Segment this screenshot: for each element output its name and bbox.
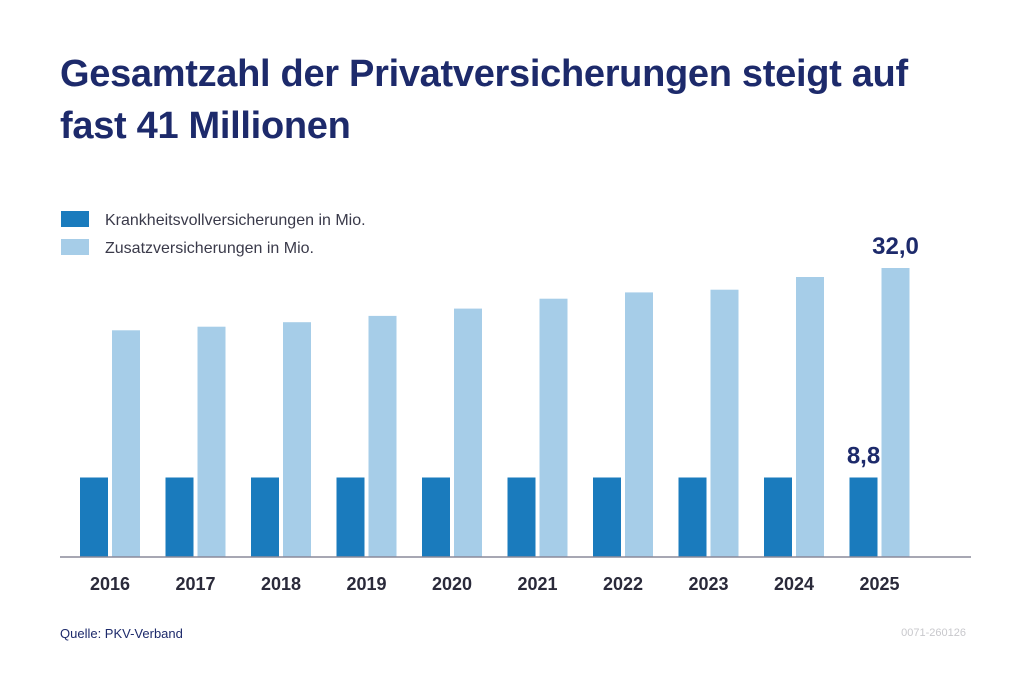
x-tick-labels: 2016 2017 2018 2019 2020 2021 2022 2023 2024 2025 bbox=[90, 574, 900, 594]
bar-supplementary-2025 bbox=[881, 268, 910, 557]
x-tick-2022: 2022 bbox=[603, 574, 643, 594]
bar-full-2018 bbox=[251, 477, 279, 557]
bar-full-2020 bbox=[422, 477, 450, 557]
legend: Krankheitsvollversicherungen in Mio. Zus… bbox=[61, 211, 366, 257]
source-note: Quelle: PKV-Verband bbox=[60, 626, 183, 641]
legend-label-full: Krankheitsvollversicherungen in Mio. bbox=[105, 212, 366, 229]
x-tick-2020: 2020 bbox=[432, 574, 472, 594]
legend-swatch-supplementary bbox=[61, 239, 89, 255]
page-title: Gesamtzahl der Privatversicherungen stei… bbox=[60, 53, 908, 147]
bar-full-2019 bbox=[336, 477, 365, 557]
x-tick-2025: 2025 bbox=[859, 574, 899, 594]
bar-supplementary-2018 bbox=[283, 322, 311, 557]
bar-full-2021 bbox=[507, 477, 536, 557]
legend-label-supplementary: Zusatzversicherungen in Mio. bbox=[105, 240, 314, 257]
bar-full-2023 bbox=[678, 477, 707, 557]
x-tick-2019: 2019 bbox=[346, 574, 386, 594]
bars-group bbox=[80, 268, 910, 557]
bar-full-2016 bbox=[80, 477, 108, 557]
bar-supplementary-2023 bbox=[710, 289, 739, 557]
x-tick-2016: 2016 bbox=[90, 574, 130, 594]
bar-full-2024 bbox=[764, 477, 792, 557]
chart-code: 0071-260126 bbox=[901, 627, 966, 639]
bar-supplementary-2017 bbox=[197, 326, 226, 557]
x-tick-2023: 2023 bbox=[688, 574, 728, 594]
bar-supplementary-2022 bbox=[625, 292, 653, 557]
data-label-supplementary-2025: 32,0 bbox=[872, 233, 919, 260]
bar-supplementary-2024 bbox=[796, 277, 824, 557]
x-tick-2017: 2017 bbox=[175, 574, 215, 594]
bar-supplementary-2020 bbox=[454, 308, 482, 557]
x-tick-2024: 2024 bbox=[774, 574, 814, 594]
bar-full-2017 bbox=[165, 477, 194, 557]
data-labels: 8,8 32,0 bbox=[847, 233, 919, 470]
bar-full-2022 bbox=[593, 477, 621, 557]
legend-swatch-full bbox=[61, 211, 89, 227]
bar-supplementary-2021 bbox=[539, 298, 568, 557]
bar-supplementary-2019 bbox=[368, 315, 397, 557]
data-label-full-2025: 8,8 bbox=[847, 443, 880, 470]
bar-full-2025 bbox=[849, 477, 878, 557]
bar-supplementary-2016 bbox=[112, 330, 140, 557]
x-tick-2018: 2018 bbox=[261, 574, 301, 594]
x-tick-2021: 2021 bbox=[517, 574, 557, 594]
